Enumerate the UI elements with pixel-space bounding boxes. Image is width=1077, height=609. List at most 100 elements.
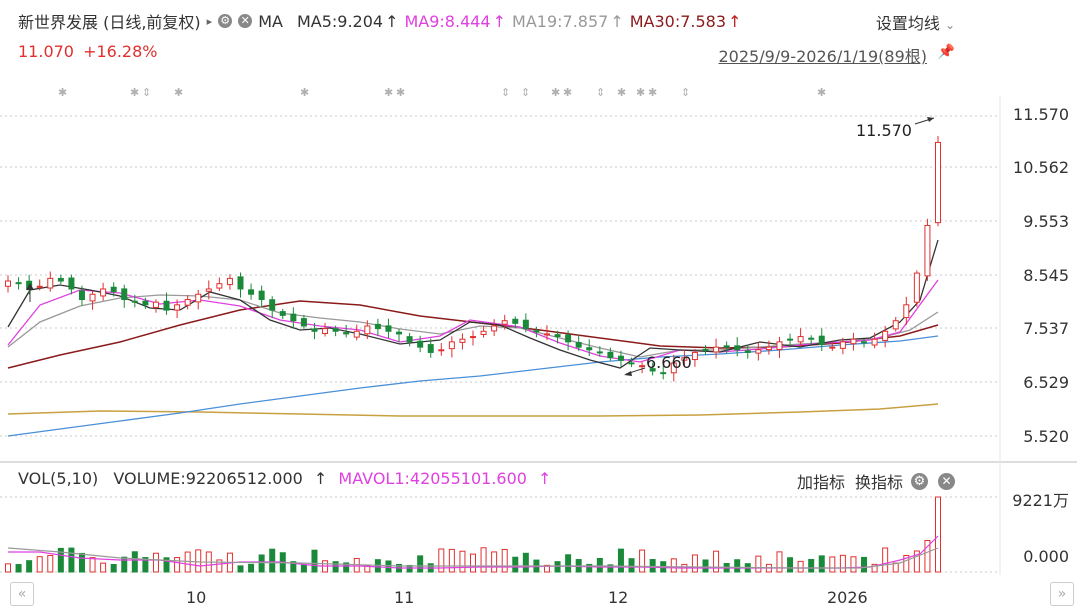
volume-bar bbox=[300, 563, 307, 573]
volume-bar bbox=[89, 557, 96, 573]
volume-bar bbox=[797, 560, 804, 573]
candle-body bbox=[543, 333, 550, 336]
volume-bar bbox=[522, 552, 529, 573]
volume-bar bbox=[649, 559, 656, 573]
candle-body bbox=[903, 304, 910, 319]
scroll-left-button[interactable]: « bbox=[10, 582, 34, 606]
candle-body bbox=[131, 300, 138, 303]
volume-value: VOLUME:92206512.000 bbox=[113, 469, 303, 488]
ma5-arrow-icon: ↑ bbox=[385, 11, 399, 31]
candle-body bbox=[808, 337, 815, 340]
close-icon[interactable]: ✕ bbox=[238, 14, 253, 28]
candle-body bbox=[343, 332, 350, 335]
candle-body bbox=[882, 330, 889, 341]
volume-bar bbox=[343, 562, 350, 573]
candle-body bbox=[734, 345, 741, 351]
ma19-value: MA19:7.857 bbox=[512, 11, 609, 31]
volume-bar bbox=[36, 556, 43, 573]
date-range[interactable]: 2025/9/9-2026/1/19(89根) bbox=[718, 47, 927, 66]
volume-bar bbox=[248, 563, 255, 573]
volume-bar bbox=[269, 548, 276, 573]
gear-icon[interactable]: ⚙ bbox=[911, 472, 928, 490]
chevron-down-icon: ⌄ bbox=[944, 18, 955, 32]
add-indicator-button[interactable]: 加指标 bbox=[796, 473, 845, 492]
candle-body bbox=[850, 338, 857, 345]
candle-body bbox=[353, 330, 360, 338]
volume-bar bbox=[332, 561, 339, 573]
volume-bar bbox=[670, 558, 677, 573]
volume-header: VOL(5,10) VOLUME:92206512.000 ↑ MAVOL1:4… bbox=[18, 469, 551, 488]
ma120-line bbox=[7, 403, 939, 417]
volume-arrow-icon: ↑ bbox=[313, 469, 328, 488]
volume-bar bbox=[237, 565, 244, 573]
quote-line: 11.070 +16.28% bbox=[18, 42, 158, 61]
volume-bar bbox=[290, 561, 297, 573]
expand-arrow-icon[interactable]: ▸ bbox=[206, 14, 213, 28]
volume-bar bbox=[713, 550, 720, 573]
candle-body bbox=[427, 344, 434, 353]
ma19-line bbox=[7, 294, 939, 358]
candle-body bbox=[628, 362, 635, 365]
volume-axis-zero: 0.000 bbox=[1023, 547, 1069, 566]
volume-bar bbox=[163, 557, 170, 573]
ma-settings-button[interactable]: 设置均线 ⌄ bbox=[876, 10, 955, 34]
candle-body bbox=[269, 299, 276, 311]
candle-body bbox=[100, 288, 107, 297]
candle-body bbox=[491, 325, 498, 332]
event-marker: ✱ bbox=[563, 86, 572, 99]
event-marker: ⇕ bbox=[501, 86, 510, 99]
volume-bar bbox=[258, 554, 265, 573]
volume-bar bbox=[850, 556, 857, 573]
high-annotation: 11.570 bbox=[856, 117, 935, 140]
candle-body bbox=[691, 351, 698, 361]
candle-body bbox=[258, 290, 265, 301]
volume-bar bbox=[554, 561, 561, 573]
event-marker: ⇕ bbox=[596, 86, 605, 99]
candle-body bbox=[565, 334, 572, 343]
volume-bar bbox=[691, 554, 698, 573]
volume-bar bbox=[57, 547, 64, 573]
candle-body bbox=[5, 280, 11, 287]
volume-bar bbox=[142, 557, 149, 573]
scroll-right-button[interactable]: » bbox=[1050, 582, 1074, 606]
volume-bar bbox=[5, 563, 11, 573]
gear-icon[interactable]: ⚙ bbox=[218, 14, 233, 28]
candle-body bbox=[501, 320, 508, 325]
pin-icon[interactable]: 📌 bbox=[937, 44, 955, 60]
volume-bar bbox=[100, 562, 107, 573]
ma5-line bbox=[7, 239, 939, 369]
event-marker: ✱ bbox=[58, 86, 67, 99]
ma-label: MA bbox=[258, 11, 283, 31]
volume-toolbar: 加指标 换指标 ⚙ ✕ bbox=[797, 469, 959, 493]
candle-body bbox=[681, 357, 688, 361]
event-marker: ✱ bbox=[551, 86, 560, 99]
volume-bar bbox=[470, 553, 476, 573]
event-marker: ✱ bbox=[648, 86, 657, 99]
price-tick: 5.520 bbox=[1023, 427, 1069, 446]
volume-bar bbox=[871, 563, 878, 573]
candle-body bbox=[512, 318, 519, 324]
event-marker: ⇕ bbox=[521, 86, 530, 99]
event-marker: ✱ bbox=[817, 86, 826, 99]
candle-body bbox=[533, 330, 540, 333]
candle-body bbox=[78, 290, 85, 301]
candle-body bbox=[15, 282, 22, 285]
mavol-value: MAVOL1:42055101.600 bbox=[338, 469, 527, 488]
candle-body bbox=[417, 340, 424, 348]
volume-bar bbox=[385, 560, 392, 573]
switch-indicator-button[interactable]: 换指标 bbox=[854, 473, 903, 492]
close-icon[interactable]: ✕ bbox=[938, 472, 955, 490]
candle-body bbox=[57, 277, 64, 282]
volume-bar bbox=[47, 554, 54, 573]
candle-body bbox=[89, 293, 96, 302]
candle-body bbox=[184, 299, 191, 306]
event-marker: ✱ bbox=[300, 86, 309, 99]
candle-body bbox=[935, 141, 941, 224]
candle-body bbox=[755, 349, 762, 354]
candle-body bbox=[110, 286, 117, 293]
volume-bar bbox=[818, 555, 825, 573]
candle-body bbox=[913, 272, 920, 303]
volume-bar bbox=[15, 564, 22, 573]
candle-body bbox=[152, 301, 159, 308]
